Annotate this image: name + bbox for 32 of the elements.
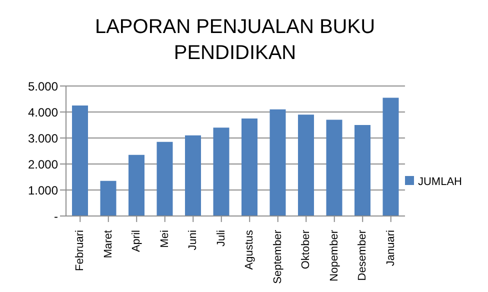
legend-label: JUMLAH (418, 176, 462, 188)
x-tick-label: Januari (384, 230, 397, 266)
x-tick-label: Nopember (328, 230, 340, 282)
bar (156, 142, 173, 216)
bar (270, 109, 286, 216)
x-tick-label: Februari (74, 230, 86, 271)
x-tick-label: Desember (356, 230, 369, 281)
x-tick-label: Maret (102, 230, 114, 258)
y-tick-label: 2.000 (28, 157, 58, 172)
y-tick-label: 5.000 (28, 79, 58, 94)
y-tick-label: 3.000 (28, 131, 58, 146)
x-tick-label: Oktober (300, 230, 312, 270)
x-tick-label: Mei (158, 230, 171, 248)
bar (298, 114, 314, 216)
x-tick-label: April (130, 230, 143, 252)
y-tick-label: 4.000 (28, 105, 58, 120)
x-tick-label: Juni (187, 230, 200, 250)
bar (213, 128, 230, 216)
x-tick-label: September (272, 230, 284, 284)
y-tick-label: 1.000 (28, 183, 58, 198)
y-tick-label: - (54, 209, 58, 224)
x-tick-label: Agustus (244, 230, 256, 270)
bar (241, 118, 258, 216)
bar (382, 98, 399, 216)
bar (354, 125, 370, 216)
bar (184, 135, 201, 216)
bar (100, 180, 116, 216)
chart-title: LAPORAN PENJUALAN BUKU PENDIDIKAN (94, 15, 376, 66)
bar (326, 120, 342, 216)
x-tick-label: Juli (215, 230, 228, 247)
bar (128, 154, 144, 216)
bar (72, 106, 88, 216)
